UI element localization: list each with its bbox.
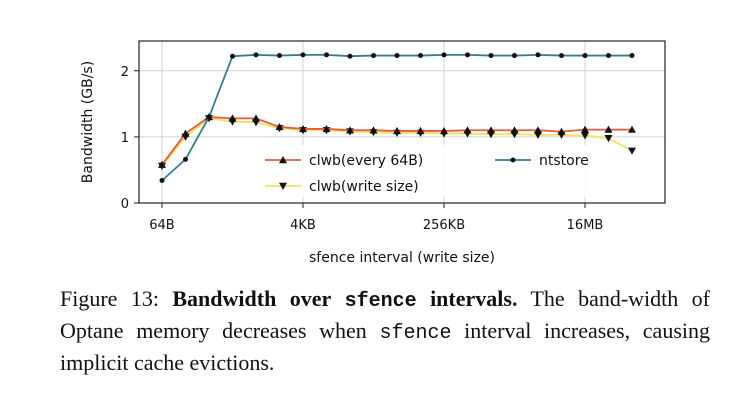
point-ntstore [230, 53, 235, 59]
point-clwb-every-64b [181, 129, 190, 137]
x-tick-label: 4KB [290, 218, 316, 233]
y-axis-label: Bandwidth (GB/s) [80, 61, 96, 183]
point-ntstore [441, 52, 447, 58]
point-ntstore [559, 53, 564, 59]
figure-label: Figure 13: [60, 286, 159, 311]
point-clwb-write-size [604, 135, 613, 143]
legend-marker-ntstore [510, 157, 516, 163]
point-ntstore [465, 52, 470, 58]
plot-frame [138, 40, 666, 204]
legend-label-clwb-every-64b: clwb(every 64B) [309, 153, 423, 169]
y-tick-label: 2 [121, 65, 129, 80]
point-clwb-every-64b [581, 125, 589, 133]
point-clwb-every-64b [393, 126, 401, 135]
x-tick-label: 64B [149, 218, 174, 233]
point-ntstore [418, 53, 423, 59]
point-ntstore [371, 53, 376, 59]
series-layer [158, 52, 636, 184]
point-clwb-every-64b [416, 126, 425, 135]
bandwidth-chart: 0 1 2 64B 4KB 256KB 16MB sfence interval (writ… [80, 40, 666, 266]
legend-label-ntstore: ntstore [539, 153, 589, 169]
y-tick-label: 1 [121, 131, 129, 146]
point-ntstore [300, 52, 306, 58]
x-axis-label: sfence interval (write size) [309, 250, 495, 266]
legend-label-clwb-write-size: clwb(write size) [309, 179, 419, 195]
caption-bold-code: sfence [344, 290, 417, 313]
point-clwb-every-64b [628, 125, 636, 133]
figure-caption: Figure 13: Bandwidth over sfence interva… [60, 284, 710, 377]
point-ntstore [582, 53, 588, 59]
caption-bold-tail: intervals. [430, 286, 518, 311]
point-clwb-every-64b [463, 126, 472, 134]
point-ntstore [629, 53, 635, 59]
y-tick-label: 0 [121, 197, 129, 212]
point-ntstore [606, 53, 611, 59]
point-clwb-every-64b [346, 126, 354, 134]
point-ntstore [206, 114, 212, 120]
point-clwb-every-64b [158, 160, 166, 168]
point-clwb-every-64b [604, 125, 613, 133]
caption-text-2: interval increases, causing implicit cac… [60, 318, 710, 375]
point-clwb-every-64b [487, 126, 495, 134]
point-clwb-write-size [628, 147, 636, 155]
legend-background [255, 145, 615, 197]
point-clwb-write-size [534, 131, 542, 139]
point-ntstore [512, 53, 517, 59]
x-tick-label: 16MB [567, 218, 604, 233]
point-clwb-every-64b [322, 124, 331, 133]
x-tick-label: 256KB [423, 218, 465, 233]
legend-marker-clwb-write-size [279, 182, 287, 190]
caption-bold-lead: Bandwidth over [172, 286, 332, 311]
point-ntstore [253, 52, 259, 58]
point-ntstore [535, 52, 541, 58]
tick-layer: 0 1 2 64B 4KB 256KB 16MB [121, 65, 604, 233]
point-ntstore [277, 53, 282, 59]
point-clwb-every-64b [252, 114, 260, 122]
caption-inline-code: sfence [379, 322, 452, 345]
caption-text-1: The band-width of Optane memory decrease… [60, 286, 711, 343]
point-clwb-every-64b [228, 114, 237, 122]
point-ntstore [347, 53, 353, 59]
point-ntstore [394, 53, 400, 59]
legend: clwb(every 64B) clwb(write size) ntstore [255, 145, 615, 197]
point-clwb-every-64b [557, 127, 566, 135]
point-clwb-every-64b [275, 122, 284, 131]
point-clwb-every-64b [534, 126, 542, 134]
point-clwb-write-size [581, 132, 589, 140]
point-ntstore [159, 178, 165, 184]
point-clwb-every-64b [510, 126, 519, 134]
point-clwb-every-64b [369, 126, 378, 134]
legend-marker-clwb-every-64b [279, 156, 287, 164]
point-ntstore [183, 156, 188, 162]
point-ntstore [324, 52, 329, 58]
point-clwb-every-64b [299, 124, 307, 133]
point-ntstore [488, 53, 494, 59]
point-clwb-every-64b [440, 126, 448, 135]
